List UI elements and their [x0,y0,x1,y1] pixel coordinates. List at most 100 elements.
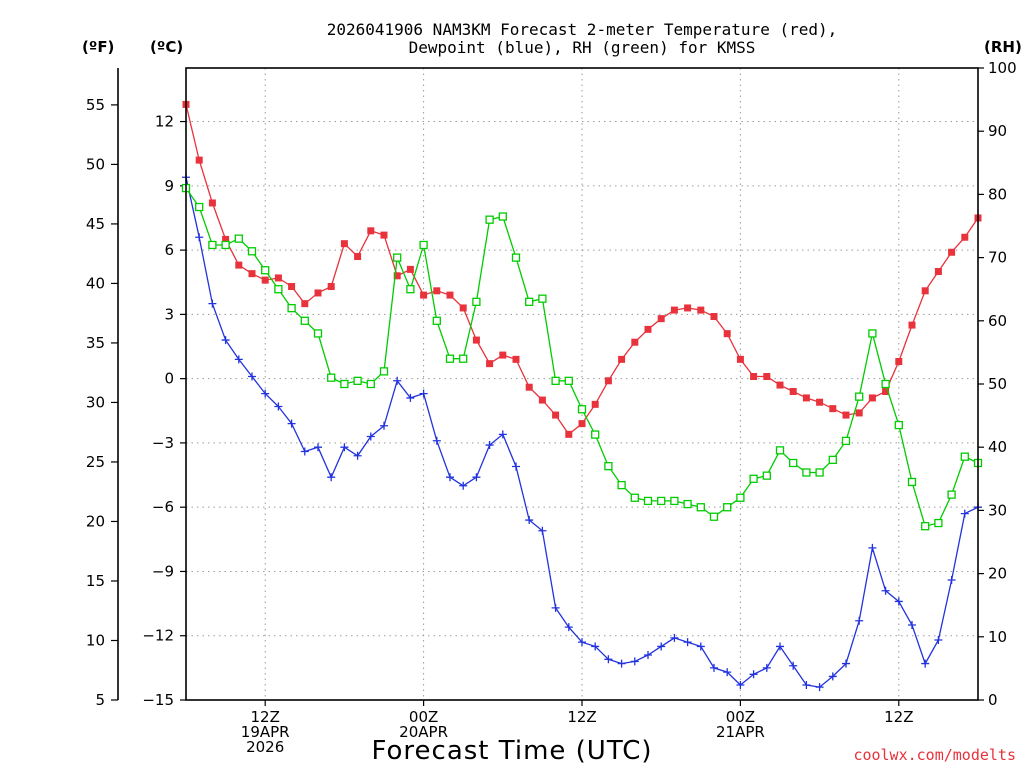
data-point [881,586,890,595]
data-point [274,402,283,411]
series-line [185,104,979,436]
celsius-tick-label: −9 [152,562,174,580]
fahrenheit-tick-label: 30 [86,393,105,411]
data-point [776,381,784,389]
rh-tick-label: 60 [988,312,1007,330]
data-point [446,473,454,482]
data-point [433,287,441,295]
data-point [643,496,653,506]
data-point [552,411,560,419]
data-point [736,493,745,502]
celsius-tick-label: 6 [164,241,174,259]
data-point [710,313,718,321]
data-point [512,355,520,363]
data-point [604,377,612,385]
data-point [815,683,824,692]
data-point [789,458,798,468]
data-point [670,306,678,314]
data-point [485,441,494,450]
chart-title-line-2: Dewpoint (blue), RH (green) for KMSS [409,38,756,57]
data-point [366,432,375,441]
data-point [538,526,547,535]
chart-title-line-1: 2026041906 NAM3KM Forecast 2-meter Tempe… [327,20,838,39]
data-point [961,233,969,241]
data-point [459,354,468,363]
series-rh [181,183,983,531]
data-point [591,642,600,651]
celsius-tick-label: 0 [164,370,174,388]
data-point [908,321,916,329]
data-point [802,468,811,477]
data-point [459,304,467,312]
rh-tick-label: 30 [988,501,1007,519]
data-point [816,398,824,406]
data-point [340,379,349,389]
data-point [195,156,203,164]
data-point [696,503,705,512]
data-point [697,306,705,314]
data-point [723,330,731,338]
data-point [828,455,837,464]
data-point [617,659,626,668]
data-point [208,199,216,207]
data-point [511,253,521,262]
data-point [934,518,943,528]
data-point [657,496,666,506]
data-point [195,233,204,242]
data-point [248,270,256,278]
credit-text: coolwx.com/modelts [853,746,1016,764]
data-point [921,659,930,668]
fahrenheit-tick-label: 15 [86,572,105,590]
data-point [499,351,507,359]
data-point [472,336,480,344]
celsius-tick-label: 3 [164,305,174,323]
axes: 129630−3−6−9−12−155550454035302520151051… [86,59,1017,756]
celsius-tick-label: −6 [152,498,174,516]
data-point [538,396,546,404]
data-point [195,202,204,212]
data-point [868,394,876,402]
data-point [644,651,652,660]
data-point [565,430,573,438]
data-point [300,316,309,325]
celsius-tick-label: 12 [155,113,174,131]
data-point [709,512,719,521]
data-point [287,304,296,313]
data-point [525,383,533,391]
data-point [894,597,903,606]
rh-tick-label: 90 [988,122,1007,140]
series-2-meter-temperature [182,100,982,438]
data-point [948,248,956,256]
data-point [301,300,309,308]
data-point [723,668,732,677]
data-point [432,316,441,325]
fahrenheit-tick-label: 55 [86,96,105,114]
data-point [406,285,415,294]
data-point [353,451,362,460]
x-tick-label: 19APR [241,723,290,741]
celsius-tick-label: −15 [142,691,174,709]
data-point [222,235,230,243]
data-point [512,462,520,471]
data-point [353,376,362,385]
rh-tick-label: 70 [988,249,1007,267]
fahrenheit-unit-label: (ºF) [82,38,114,56]
x-tick-label: 20APR [399,723,448,741]
data-point [723,503,732,512]
data-point [327,373,336,382]
data-point [366,379,375,389]
data-point [393,253,402,262]
data-point [630,657,639,666]
data-point [736,355,744,363]
data-point [221,336,230,345]
data-point [789,661,798,670]
data-point [750,373,758,381]
data-point [564,623,573,632]
data-point [248,372,256,381]
data-point [828,672,837,681]
data-point [683,638,692,647]
data-point [684,304,692,312]
gridlines [186,68,978,701]
data-point [393,272,401,280]
